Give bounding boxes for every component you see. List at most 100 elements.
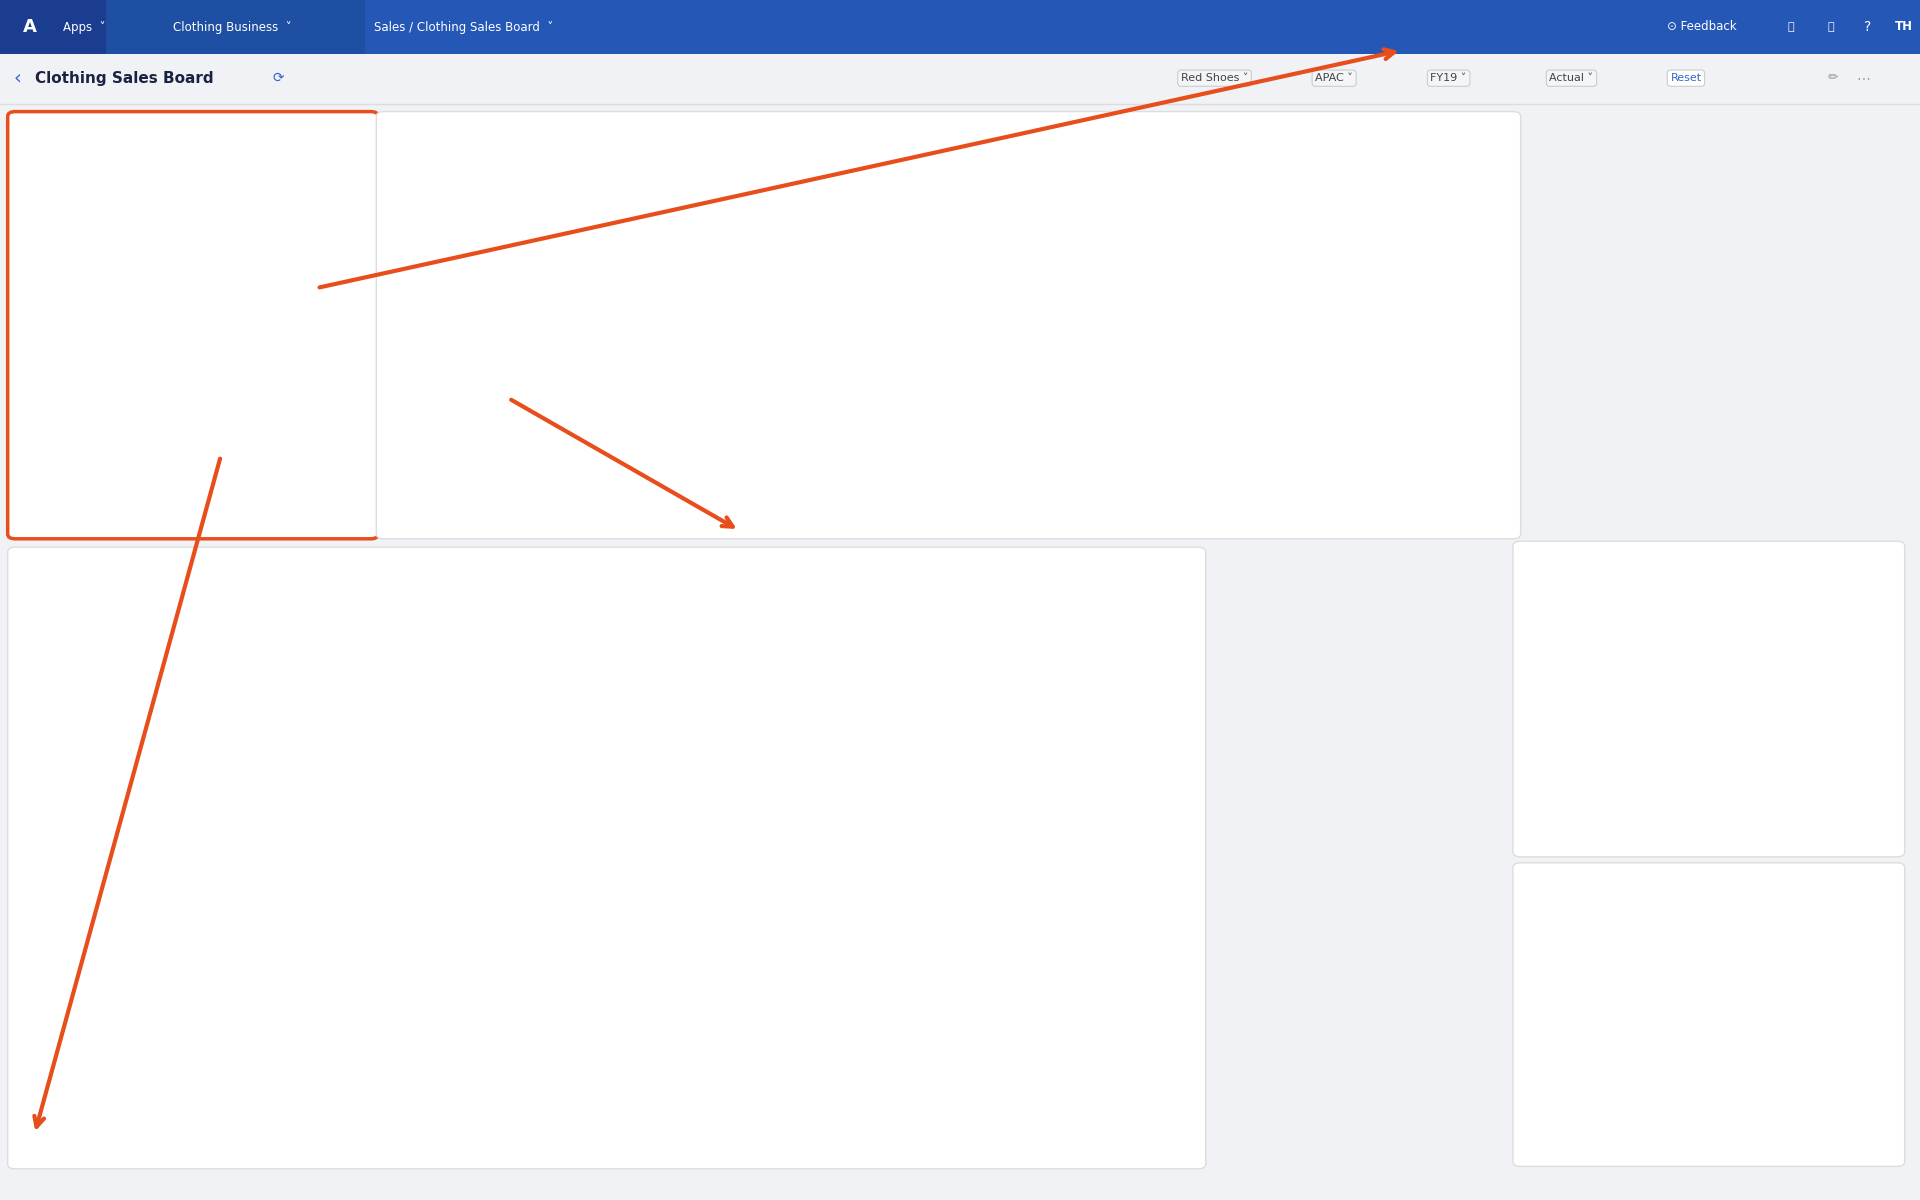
Text: NA: NA (79, 504, 94, 514)
Text: $ 1,114,890.00: $ 1,114,890.00 (899, 257, 966, 266)
Bar (920, 964, 1077, 967)
Text: 3.429: 3.429 (1475, 218, 1501, 228)
Text: $ 60: $ 60 (1058, 161, 1079, 170)
Text: $ 140: $ 140 (772, 257, 797, 266)
Text: $ 1,255,870.00: $ 1,255,870.00 (899, 314, 966, 324)
Text: 553,000: 553,000 (1340, 161, 1377, 170)
Text: 16,426: 16,426 (653, 276, 684, 286)
Text: APAC: APAC (280, 504, 307, 514)
Text: $ 2,922,500.00: $ 2,922,500.00 (891, 218, 966, 228)
Text: Dec 18: Dec 18 (534, 430, 564, 439)
Text: May 18: May 18 (532, 257, 564, 266)
Text: Total Gross Margin: Total Gross Margin (1284, 156, 1377, 166)
Text: Jul 18: Jul 18 (540, 314, 564, 324)
Text: 752,000: 752,000 (1342, 410, 1377, 420)
Text: Product Cost: Product Cost (1544, 896, 1634, 910)
Text: Feb 18: Feb 18 (536, 180, 564, 190)
Text: Apps  ˅: Apps ˅ (63, 20, 106, 34)
Text: 543,000: 543,000 (1165, 391, 1202, 401)
Bar (545, 982, 703, 985)
Text: 16,067: 16,067 (653, 238, 684, 247)
Text: 554,040: 554,040 (1342, 180, 1377, 190)
Text: 1.143: 1.143 (1476, 276, 1501, 286)
Text: $ 140: $ 140 (772, 430, 797, 439)
Text: Green Socks: Green Socks (862, 1117, 924, 1127)
Bar (365, 0, 1920, 54)
Text: 48,420: 48,420 (649, 295, 684, 305)
Text: ✏: ✏ (1828, 72, 1837, 85)
Text: Q2 FY18: Q2 FY18 (524, 295, 564, 305)
Text: ⊙ Feedback: ⊙ Feedback (1667, 20, 1736, 34)
Text: Yellow Gloves: Yellow Gloves (503, 1117, 568, 1127)
Bar (920, 972, 1077, 978)
Text: $ 180: $ 180 (1050, 449, 1079, 458)
Bar (171, 854, 328, 863)
Bar (396, 368, 1496, 388)
Text: $ 140: $ 140 (772, 276, 797, 286)
Text: FY19 ˅: FY19 ˅ (125, 1141, 159, 1151)
Text: 3.429: 3.429 (1475, 372, 1501, 382)
Text: A: A (23, 18, 36, 36)
Text: Revenue by region: Revenue by region (36, 132, 177, 144)
Text: 1.143: 1.143 (1476, 334, 1501, 343)
Text: $ 969,570.00: $ 969,570.00 (906, 180, 966, 190)
Text: 1.143: 1.143 (1476, 353, 1501, 362)
Bar (545, 985, 703, 991)
Text: $ 1,316,000.00: $ 1,316,000.00 (899, 410, 966, 420)
Text: APAC ˅: APAC ˅ (1315, 73, 1354, 83)
Text: 13,825: 13,825 (653, 161, 684, 170)
Text: 657,040: 657,040 (1342, 276, 1377, 286)
Text: $ 420: $ 420 (768, 449, 797, 458)
Bar (171, 871, 328, 883)
Text: $ 985,180.00: $ 985,180.00 (906, 199, 966, 209)
Text: 415,530: 415,530 (1165, 180, 1202, 190)
Text: $ 1,680: $ 1,680 (760, 468, 797, 478)
Text: 7,983,960: 7,983,960 (1329, 468, 1377, 478)
Text: $ 1,264,060.00: $ 1,264,060.00 (899, 353, 966, 362)
Bar (920, 869, 1077, 964)
Text: Q1 FY18: Q1 FY18 (524, 218, 564, 228)
Text: 18,058: 18,058 (653, 353, 684, 362)
Text: $ 720: $ 720 (1050, 468, 1079, 478)
Text: $ 967,750.00: $ 967,750.00 (906, 161, 966, 170)
Text: Units Sold: Units Sold (632, 156, 684, 166)
Text: APAC: APAC (61, 322, 94, 331)
Text: Jun 18: Jun 18 (538, 276, 564, 286)
Wedge shape (60, 245, 196, 437)
Text: Sep 18: Sep 18 (534, 353, 564, 362)
Bar (171, 883, 328, 967)
Text: 1.143: 1.143 (1476, 430, 1501, 439)
Text: $ 60: $ 60 (1058, 430, 1079, 439)
Text: 564,000: 564,000 (1165, 410, 1202, 420)
Text: $ 967,750.00: $ 967,750.00 (906, 487, 966, 497)
Text: Red Shoes ˅: Red Shoes ˅ (1181, 73, 1248, 83)
Bar (171, 967, 328, 1062)
Text: 1.143: 1.143 (1476, 506, 1501, 516)
Text: 414,750: 414,750 (1167, 487, 1202, 497)
Text: $ 60: $ 60 (1058, 314, 1079, 324)
Text: Apr 18: Apr 18 (536, 238, 564, 247)
Wedge shape (125, 192, 344, 466)
Text: 541,740: 541,740 (1167, 353, 1202, 362)
Text: 1.143: 1.143 (1476, 238, 1501, 247)
Bar (545, 1024, 703, 1062)
Bar (396, 292, 1496, 310)
Bar (920, 978, 1077, 1020)
Text: 1.143: 1.143 (1476, 199, 1501, 209)
Text: $ 60: $ 60 (1058, 180, 1079, 190)
Text: Red Shoes ˅: Red Shoes ˅ (1551, 1127, 1619, 1138)
Text: 422,220: 422,220 (1167, 199, 1202, 209)
Text: $ 60: $ 60 (1058, 257, 1079, 266)
Text: 513,900: 513,900 (1165, 334, 1202, 343)
Text: 724,000: 724,000 (1342, 391, 1377, 401)
Text: 5,987,970: 5,987,970 (1154, 468, 1202, 478)
Text: 776,000: 776,000 (1342, 430, 1377, 439)
Bar (545, 979, 703, 982)
Text: 18,100: 18,100 (653, 391, 684, 401)
Text: Red Shoes ˅: Red Shoes ˅ (419, 516, 476, 527)
Text: $ 180: $ 180 (1050, 295, 1079, 305)
Text: 2,125,160: 2,125,160 (1329, 372, 1377, 382)
Text: Sales / Clothing Sales Board  ˅: Sales / Clothing Sales Board ˅ (374, 20, 553, 34)
Text: 553,000: 553,000 (1340, 487, 1377, 497)
Text: $ 420: $ 420 (768, 372, 797, 382)
